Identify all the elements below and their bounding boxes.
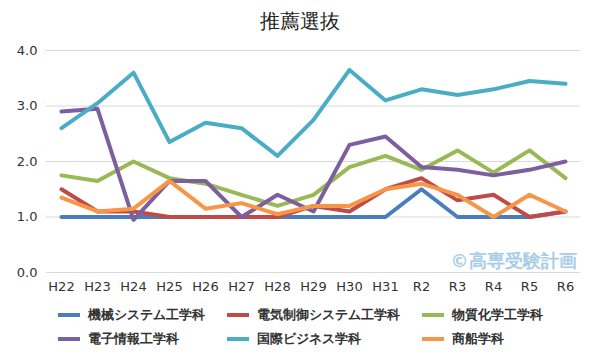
html-text:電気制御システム工学科: 電気制御システム工学科 <box>256 307 400 322</box>
svg-text:H22: H22 <box>48 279 74 294</box>
html-text:物質化学工学科: 物質化学工学科 <box>451 307 543 322</box>
svg-text:H25: H25 <box>156 279 182 294</box>
svg-text:R3: R3 <box>449 279 466 294</box>
svg-text:2.0: 2.0 <box>17 154 38 169</box>
svg-text:H26: H26 <box>192 279 218 294</box>
svg-text:0.0: 0.0 <box>17 265 38 280</box>
svg-text:H24: H24 <box>120 279 146 294</box>
svg-text:H27: H27 <box>228 279 254 294</box>
svg-text:H29: H29 <box>300 279 326 294</box>
html-text:電子情報工学科: 電子情報工学科 <box>87 331 179 346</box>
svg-text:R6: R6 <box>557 279 574 294</box>
svg-text:1.0: 1.0 <box>17 209 38 224</box>
svg-text:R4: R4 <box>485 279 502 294</box>
html-text:機械システム工学科: 機械システム工学科 <box>87 307 205 322</box>
svg-text:H23: H23 <box>84 279 110 294</box>
html-text:商船学科: 商船学科 <box>451 331 504 346</box>
html-text:国際ビジネス学科: 国際ビジネス学科 <box>256 331 361 346</box>
svg-text:R5: R5 <box>521 279 538 294</box>
svg-text:H28: H28 <box>264 279 290 294</box>
svg-text:H30: H30 <box>336 279 362 294</box>
svg-text:©高専受験計画: ©高専受験計画 <box>451 250 577 271</box>
html-text:推薦選抜: 推薦選抜 <box>260 9 340 33</box>
svg-text:3.0: 3.0 <box>17 98 38 113</box>
svg-text:4.0: 4.0 <box>17 43 38 58</box>
svg-text:R2: R2 <box>413 279 430 294</box>
svg-text:H31: H31 <box>372 279 398 294</box>
